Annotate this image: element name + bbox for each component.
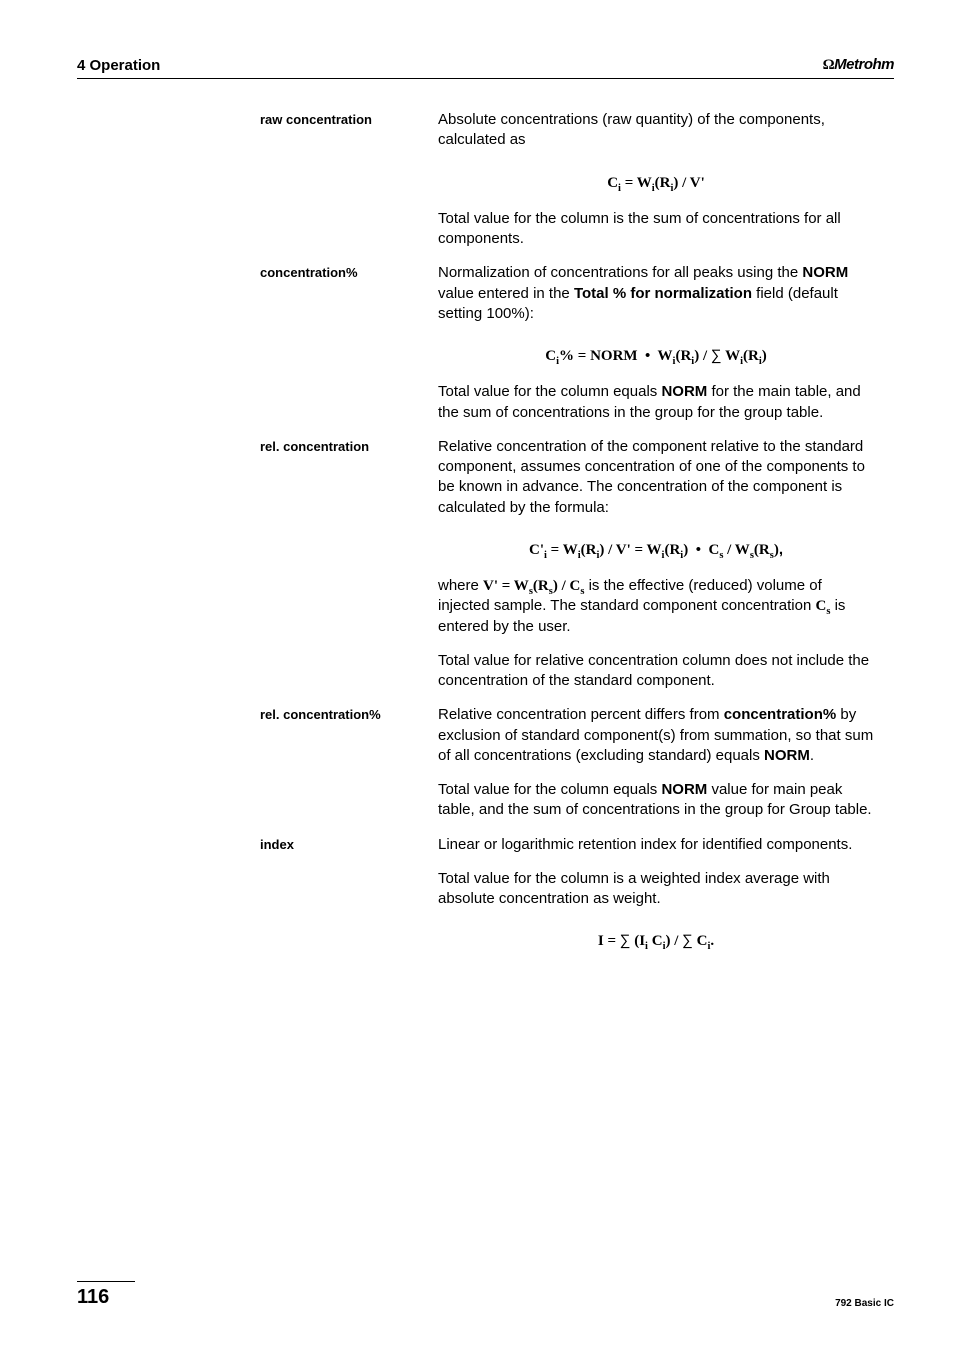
term-description: Relative concentration of the component … — [438, 437, 874, 526]
brand-symbol: Ω — [823, 57, 835, 73]
chapter-title: 4 Operation — [77, 57, 160, 74]
term-description: I = ∑ (Ii Ci) / ∑ Ci. — [438, 923, 874, 961]
definition-row: indexLinear or logarithmic retention ind… — [260, 835, 874, 863]
definition-row: Total value for the column is the sum of… — [260, 209, 874, 258]
term-label — [260, 923, 438, 961]
term-label — [260, 382, 438, 431]
term-description: C'i = Wi(Ri) / V' = Wi(Ri) • Cs / Ws(Rs)… — [438, 532, 874, 570]
term-label — [260, 338, 438, 376]
definition-row: rel. concentration%Relative concentratio… — [260, 705, 874, 774]
page-footer: 116 792 Basic IC — [77, 1281, 894, 1309]
term-label: raw concentration — [260, 110, 438, 159]
description-text: Relative concentration of the component … — [438, 437, 874, 518]
term-description: Relative concentration percent differs f… — [438, 705, 874, 774]
definition-row: concentration%Normalization of concentra… — [260, 263, 874, 332]
document-id: 792 Basic IC — [835, 1298, 894, 1309]
term-label: index — [260, 835, 438, 863]
formula: C'i = Wi(Ri) / V' = Wi(Ri) • Cs / Ws(Rs)… — [438, 540, 874, 560]
term-description: where V' = Ws(Rs) / Cs is the effective … — [438, 576, 874, 645]
definition-row: rel. concentrationRelative concentration… — [260, 437, 874, 526]
term-label — [260, 165, 438, 203]
term-description: Ci% = NORM • Wi(Ri) / ∑ Wi(Ri) — [438, 338, 874, 376]
term-label: rel. concentration — [260, 437, 438, 526]
content-area: raw concentrationAbsolute concentrations… — [260, 110, 874, 968]
definition-row: Total value for relative concentration c… — [260, 651, 874, 700]
term-label — [260, 651, 438, 700]
term-label: concentration% — [260, 263, 438, 332]
definition-row: I = ∑ (Ii Ci) / ∑ Ci. — [260, 923, 874, 961]
term-description: Total value for the column equals NORM v… — [438, 780, 874, 829]
term-description: Linear or logarithmic retention index fo… — [438, 835, 874, 863]
brand-name: Metrohm — [834, 56, 894, 73]
description-text: Normalization of concentrations for all … — [438, 263, 874, 324]
term-description: Total value for the column is a weighted… — [438, 869, 874, 918]
term-description: Absolute concentrations (raw quantity) o… — [438, 110, 874, 159]
term-description: Total value for relative concentration c… — [438, 651, 874, 700]
description-text: Total value for the column is the sum of… — [438, 209, 874, 250]
term-description: Total value for the column equals NORM f… — [438, 382, 874, 431]
definition-row: Total value for the column equals NORM v… — [260, 780, 874, 829]
description-text: Linear or logarithmic retention index fo… — [438, 835, 874, 855]
definition-row: Ci = Wi(Ri) / V' — [260, 165, 874, 203]
definition-row: C'i = Wi(Ri) / V' = Wi(Ri) • Cs / Ws(Rs)… — [260, 532, 874, 570]
term-label — [260, 532, 438, 570]
formula: I = ∑ (Ii Ci) / ∑ Ci. — [438, 931, 874, 951]
term-label — [260, 209, 438, 258]
description-text: Total value for relative concentration c… — [438, 651, 874, 692]
definition-row: Ci% = NORM • Wi(Ri) / ∑ Wi(Ri) — [260, 338, 874, 376]
definition-row: Total value for the column is a weighted… — [260, 869, 874, 918]
term-label — [260, 780, 438, 829]
page-header: 4 Operation ΩMetrohm — [77, 56, 894, 79]
description-text: Total value for the column is a weighted… — [438, 869, 874, 910]
term-description: Ci = Wi(Ri) / V' — [438, 165, 874, 203]
term-description: Total value for the column is the sum of… — [438, 209, 874, 258]
formula: Ci = Wi(Ri) / V' — [438, 173, 874, 193]
term-description: Normalization of concentrations for all … — [438, 263, 874, 332]
term-label — [260, 576, 438, 645]
term-label: rel. concentration% — [260, 705, 438, 774]
description-text: Total value for the column equals NORM v… — [438, 780, 874, 821]
description-text: Absolute concentrations (raw quantity) o… — [438, 110, 874, 151]
term-label — [260, 869, 438, 918]
page-number: 116 — [77, 1281, 135, 1309]
brand-logo: ΩMetrohm — [823, 56, 894, 74]
description-text: Relative concentration percent differs f… — [438, 705, 874, 766]
description-text: Total value for the column equals NORM f… — [438, 382, 874, 423]
definition-row: Total value for the column equals NORM f… — [260, 382, 874, 431]
formula: Ci% = NORM • Wi(Ri) / ∑ Wi(Ri) — [438, 346, 874, 366]
definition-row: where V' = Ws(Rs) / Cs is the effective … — [260, 576, 874, 645]
description-text: where V' = Ws(Rs) / Cs is the effective … — [438, 576, 874, 637]
definition-row: raw concentrationAbsolute concentrations… — [260, 110, 874, 159]
